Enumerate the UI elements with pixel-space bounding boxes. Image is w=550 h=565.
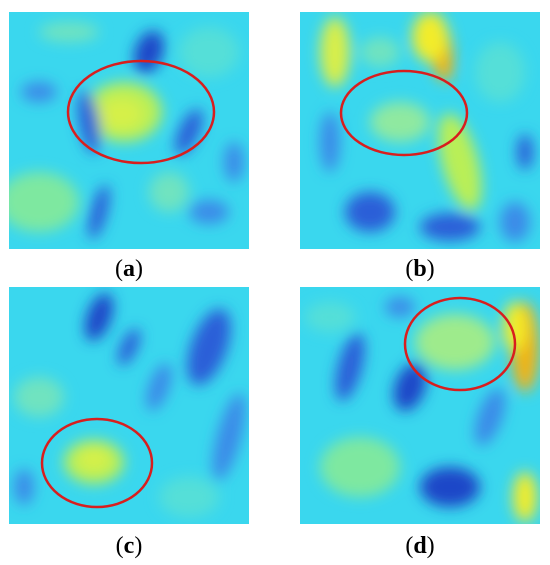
heatmap-c [9, 287, 249, 524]
heatmap-a [9, 12, 249, 249]
caption-d: (d) [405, 533, 435, 559]
caption-b: (b) [405, 256, 435, 282]
caption-c: (c) [115, 533, 143, 559]
highlight-ellipse-a [66, 59, 216, 165]
highlight-ellipse-b [339, 69, 469, 157]
heatmap-panel-a [9, 12, 249, 249]
heatmap-panel-b [300, 12, 540, 249]
heatmap-d [300, 287, 540, 524]
heatmap-b [300, 12, 540, 249]
caption-a: (a) [115, 256, 143, 282]
highlight-ellipse-d [403, 296, 517, 392]
heatmap-panel-c [9, 287, 249, 524]
heatmap-panel-d [300, 287, 540, 524]
highlight-ellipse-c [40, 417, 154, 509]
